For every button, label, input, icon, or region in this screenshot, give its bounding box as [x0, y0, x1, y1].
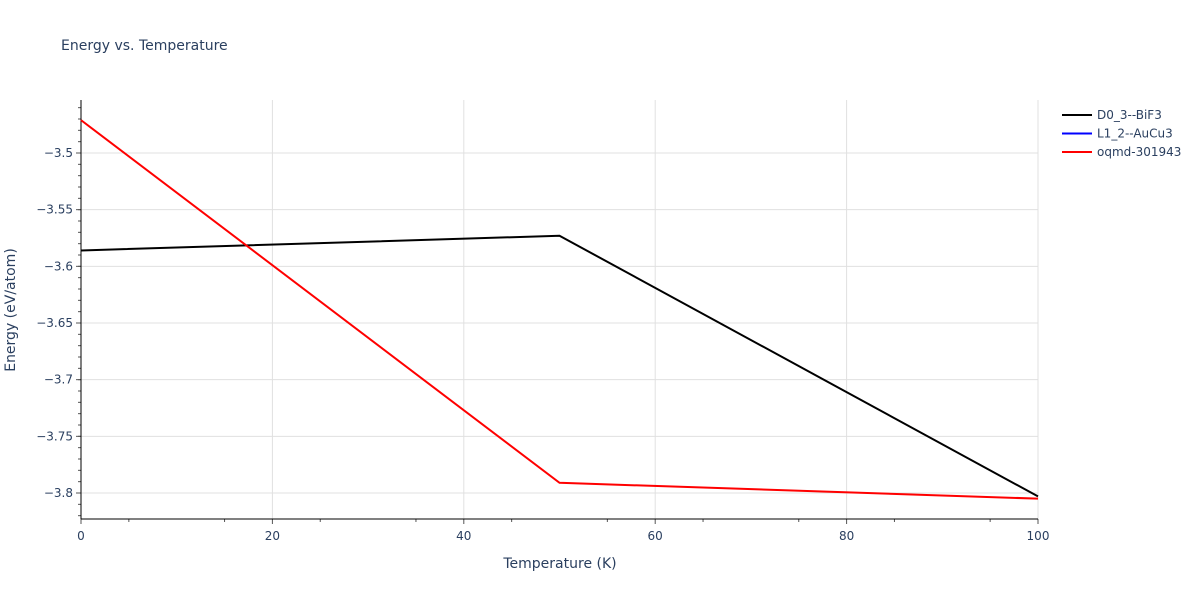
legend-label: oqmd-301943: [1097, 145, 1181, 159]
y-tick-label: −3.75: [36, 429, 73, 443]
legend-label: D0_3--BiF3: [1097, 108, 1162, 122]
y-tick-label: −3.65: [36, 316, 73, 330]
gridlines: [81, 100, 1039, 519]
axes: 0 20 40 60 80 100 −3.5 −3.55 −3.6 −3.65 −3.7 −3.75 −…: [36, 100, 1049, 543]
x-tick-label: 100: [1027, 529, 1050, 543]
x-tick-label: 60: [648, 529, 663, 543]
x-tick-label: 20: [265, 529, 280, 543]
x-tick-label: 80: [839, 529, 854, 543]
legend-item[interactable]: oqmd-301943: [1062, 145, 1181, 159]
y-tick-label: −3.7: [44, 373, 73, 387]
data-series: [80, 119, 1039, 500]
y-axis-label: Energy (eV/atom): [3, 248, 19, 372]
series-line: [80, 234, 1039, 498]
legend-item[interactable]: D0_3--BiF3: [1062, 108, 1162, 122]
legend[interactable]: D0_3--BiF3 L1_2--AuCu3 oqmd-301943: [1062, 108, 1181, 159]
y-tick-label: −3.6: [44, 259, 73, 273]
series-line: [80, 119, 1039, 500]
x-tick-label: 0: [77, 529, 85, 543]
x-axis-label: Temperature (K): [502, 556, 616, 572]
y-tick-label: −3.5: [44, 146, 73, 160]
y-tick-label: −3.55: [36, 203, 73, 217]
legend-item[interactable]: L1_2--AuCu3: [1062, 127, 1173, 141]
y-tick-label: −3.8: [44, 486, 73, 500]
x-tick-label: 40: [456, 529, 471, 543]
legend-label: L1_2--AuCu3: [1097, 127, 1173, 141]
chart-title: Energy vs. Temperature: [61, 38, 228, 54]
